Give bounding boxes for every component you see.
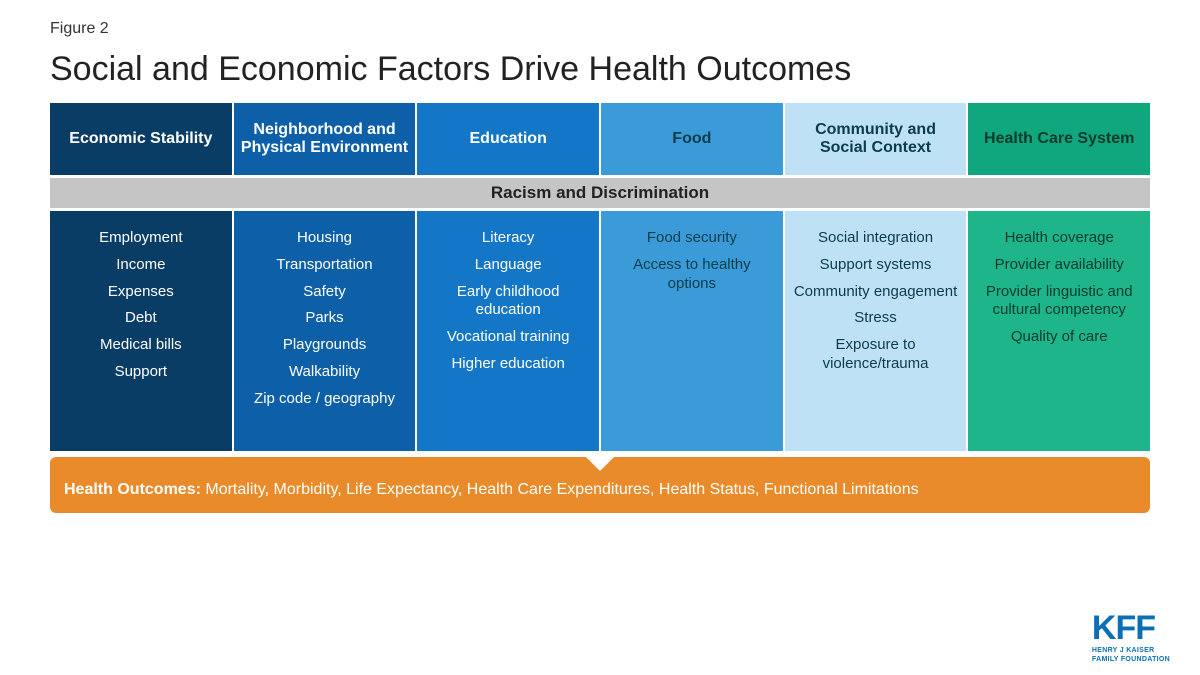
factor-item: Exposure to violence/trauma: [793, 336, 959, 374]
factor-item: Transportation: [242, 256, 408, 275]
factor-item: Support systems: [793, 256, 959, 275]
column-header: Health Care System: [968, 103, 1150, 175]
factors-table: Economic StabilityNeighborhood and Physi…: [50, 103, 1150, 451]
factor-item: Income: [58, 256, 224, 275]
factor-item: Vocational training: [425, 328, 591, 347]
outcomes-callout: Health Outcomes: Mortality, Morbidity, L…: [50, 457, 1150, 513]
factor-item: Medical bills: [58, 336, 224, 355]
page-title: Social and Economic Factors Drive Health…: [50, 50, 1150, 89]
factor-item: Language: [425, 256, 591, 275]
factor-item: Health coverage: [976, 229, 1142, 248]
discrimination-banner: Racism and Discrimination: [50, 175, 1150, 211]
logo-acronym: KFF: [1092, 611, 1170, 645]
outcomes-label: Health Outcomes:: [64, 481, 201, 498]
factor-item: Playgrounds: [242, 336, 408, 355]
factor-item: Walkability: [242, 363, 408, 382]
factor-item: Literacy: [425, 229, 591, 248]
column-header: Community and Social Context: [785, 103, 969, 175]
column-body: Food security Access to healthy options: [601, 211, 785, 451]
factor-item: Higher education: [425, 355, 591, 374]
column-body: Housing Transportation Safety Parks Playgrou…: [234, 211, 418, 451]
factor-item: Community engagement: [793, 283, 959, 302]
column-body: Social integration Support systems Communi…: [785, 211, 969, 451]
factor-item: Expenses: [58, 283, 224, 302]
factor-item: Support: [58, 363, 224, 382]
factor-item: Stress: [793, 309, 959, 328]
outcomes-notch: [50, 457, 1150, 471]
factor-item: Parks: [242, 309, 408, 328]
factor-item: Debt: [58, 309, 224, 328]
factor-item: Quality of care: [976, 328, 1142, 347]
factor-item: Provider linguistic and cultural compete…: [976, 283, 1142, 321]
outcomes-bar: Health Outcomes: Mortality, Morbidity, L…: [50, 471, 1150, 513]
column-body: Employment Income Expenses Debt Medical bill…: [50, 211, 234, 451]
factor-item: Social integration: [793, 229, 959, 248]
column-header: Food: [601, 103, 785, 175]
column-header: Neighborhood and Physical Environment: [234, 103, 418, 175]
body-row: Employment Income Expenses Debt Medical bill…: [50, 211, 1150, 451]
column-body: Health coverage Provider availability Prov…: [968, 211, 1150, 451]
logo-line1: HENRY J KAISER: [1092, 647, 1170, 654]
factor-item: Access to healthy options: [609, 256, 775, 294]
logo-line2: FAMILY FOUNDATION: [1092, 656, 1170, 663]
factor-item: Housing: [242, 229, 408, 248]
column-header: Education: [417, 103, 601, 175]
factor-item: Employment: [58, 229, 224, 248]
figure-label: Figure 2: [50, 20, 1150, 38]
kff-logo: KFF HENRY J KAISER FAMILY FOUNDATION: [1092, 611, 1170, 663]
outcomes-text: Mortality, Morbidity, Life Expectancy, H…: [205, 481, 918, 498]
factor-item: Safety: [242, 283, 408, 302]
header-row: Economic StabilityNeighborhood and Physi…: [50, 103, 1150, 175]
factor-item: Food security: [609, 229, 775, 248]
factor-item: Provider availability: [976, 256, 1142, 275]
factor-item: Early childhood education: [425, 283, 591, 321]
factor-item: Zip code / geography: [242, 390, 408, 409]
column-body: Literacy Language Early childhood educatio…: [417, 211, 601, 451]
column-header: Economic Stability: [50, 103, 234, 175]
